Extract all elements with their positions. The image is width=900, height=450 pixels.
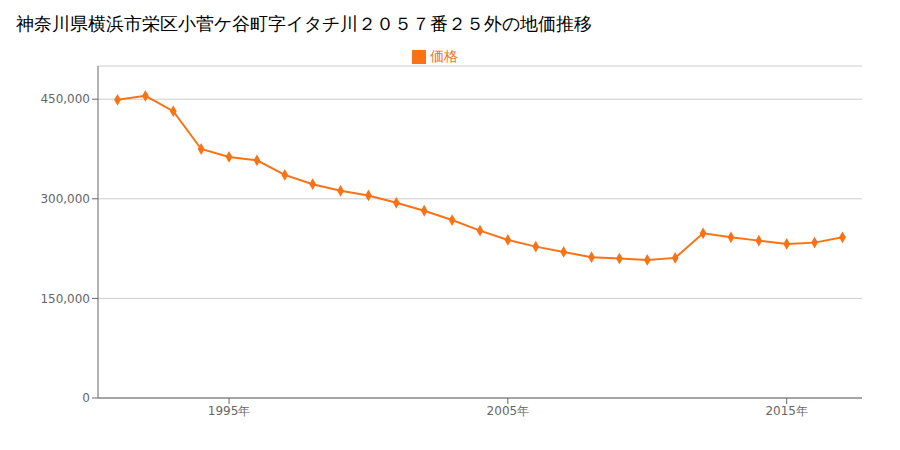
html-text:神奈川県横浜市栄区小菅ケ谷町字イタチ川２０５７番２５外の地価: 神奈川県横浜市栄区小菅ケ谷町字イタチ川２０５７番２５外の地価推移	[16, 13, 592, 34]
svg-text:300,000: 300,000	[40, 192, 90, 206]
svg-text:450,000: 450,000	[40, 92, 90, 106]
svg-text:0: 0	[82, 391, 90, 405]
svg-text:1995年: 1995年	[208, 404, 251, 418]
svg-text:150,000: 150,000	[40, 292, 90, 306]
svg-text:2005年: 2005年	[487, 404, 530, 418]
svg-text:2015年: 2015年	[765, 404, 808, 418]
html-text:価格: 価格	[430, 48, 458, 64]
